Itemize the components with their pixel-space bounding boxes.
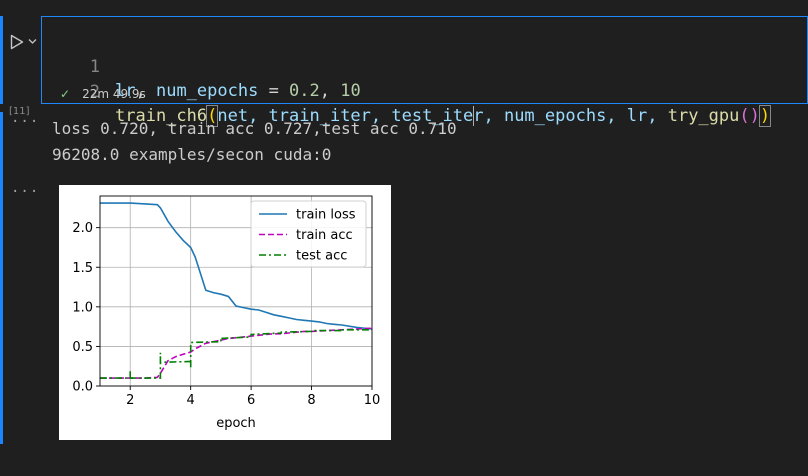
output-more-icon[interactable]: ···	[11, 184, 40, 200]
code-token: 10	[340, 81, 361, 101]
training-plot: 2 4 6 8 10 0.0 0.5 1.0 1.5 2.0 epoch train loss trai…	[59, 185, 391, 440]
x-axis-label: epoch	[216, 416, 256, 431]
play-icon[interactable]	[10, 34, 24, 50]
code-token: num_epochs	[155, 81, 259, 101]
x-tick-label: 4	[187, 393, 195, 408]
code-token: ,	[319, 81, 341, 101]
legend-label: train loss	[296, 208, 356, 223]
code-line: 2 train_ch6(net, train_iter, test_iter, …	[42, 56, 772, 127]
cell-status: ✓ 22m 49.9s	[60, 87, 146, 101]
x-tick-label: 8	[307, 393, 315, 408]
code-text[interactable]: lr, num_epochs = 0.2, 10	[115, 79, 361, 103]
code-token: =	[258, 81, 290, 101]
code-token: 0.2	[289, 81, 320, 101]
code-token: ,	[135, 81, 156, 101]
legend-label: train acc	[296, 228, 353, 243]
output-focus-bar	[0, 112, 3, 444]
execution-time: 22m 49.9s	[82, 87, 146, 101]
y-tick-label: 1.5	[72, 261, 93, 276]
code-token: (	[206, 105, 219, 127]
chevron-down-icon[interactable]	[28, 38, 37, 45]
code-token: r, num_epochs, lr,	[473, 106, 668, 126]
x-tick-label: 10	[364, 393, 381, 408]
cell-gutter: [11]	[0, 16, 42, 117]
output-line: loss 0.720, train acc 0.727,test acc 0.7…	[52, 119, 457, 138]
code-token: )	[758, 105, 772, 127]
line-number: 2	[89, 82, 100, 102]
output-line: 96208.0 examples/secon cuda:0	[52, 145, 332, 164]
legend-box	[250, 200, 367, 268]
cell-focus-bar	[0, 16, 3, 104]
y-tick-label: 2.0	[72, 221, 93, 236]
output-more-icon[interactable]: ···	[11, 114, 40, 130]
x-tick-label: 6	[247, 393, 255, 408]
check-icon: ✓	[60, 87, 71, 101]
execution-count: [11]	[9, 106, 30, 117]
code-token: train_ch6	[115, 106, 208, 126]
plot-frame	[99, 195, 373, 387]
code-editor[interactable]: 1 lr, num_epochs = 0.2, 10 2 train_ch6(n…	[41, 16, 808, 127]
code-text[interactable]: train_ch6(net, train_iter, test_iter, nu…	[115, 104, 772, 128]
code-token: lr	[115, 81, 136, 101]
x-tick-label: 2	[126, 393, 134, 408]
series-line-test-acc	[100, 329, 372, 379]
code-token: try_gpu	[667, 106, 740, 126]
line-number: 1	[89, 57, 100, 77]
code-token: ()	[739, 106, 760, 126]
code-token: net, train_iter, test_ite	[217, 106, 474, 126]
y-tick-label: 0.5	[72, 340, 93, 355]
series-line-train-acc	[100, 327, 373, 379]
code-line: 1 lr, num_epochs = 0.2, 10	[42, 31, 361, 101]
y-tick-label: 1.0	[72, 300, 93, 315]
series-line-train-loss	[100, 202, 373, 330]
text-cursor	[473, 106, 475, 126]
y-tick-label: 0.0	[72, 380, 93, 395]
legend-label: test acc	[296, 249, 347, 264]
line-chart: 2 4 6 8 10 0.0 0.5 1.0 1.5 2.0 epoch train loss trai…	[72, 195, 381, 431]
